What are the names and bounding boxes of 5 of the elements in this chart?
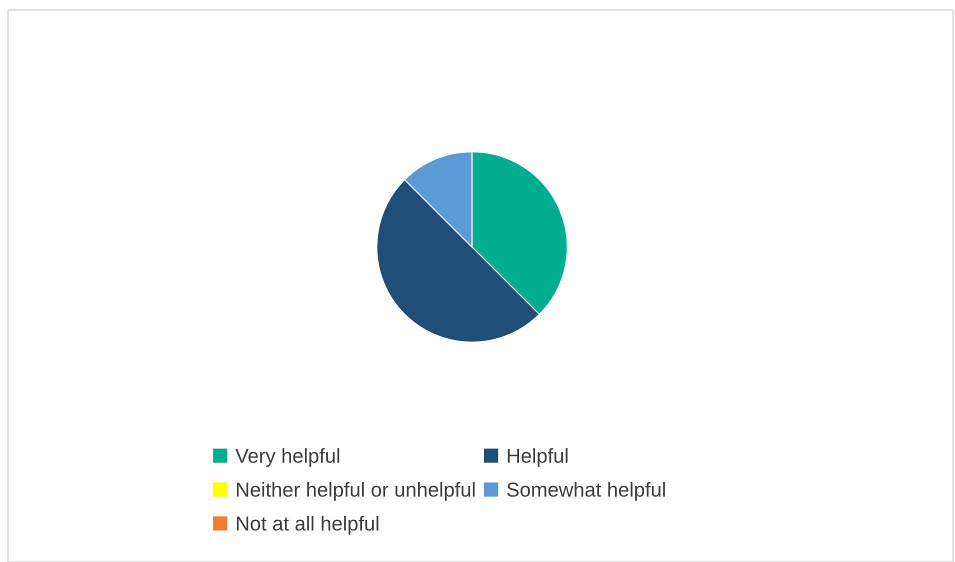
legend-label: Neither helpful or unhelpful	[236, 482, 475, 501]
legend-label: Not at all helpful	[236, 516, 378, 535]
legend-label: Very helpful	[235, 448, 340, 467]
legend-label: Helpful	[508, 448, 568, 467]
legend-label: Somewhat helpful	[507, 482, 665, 501]
